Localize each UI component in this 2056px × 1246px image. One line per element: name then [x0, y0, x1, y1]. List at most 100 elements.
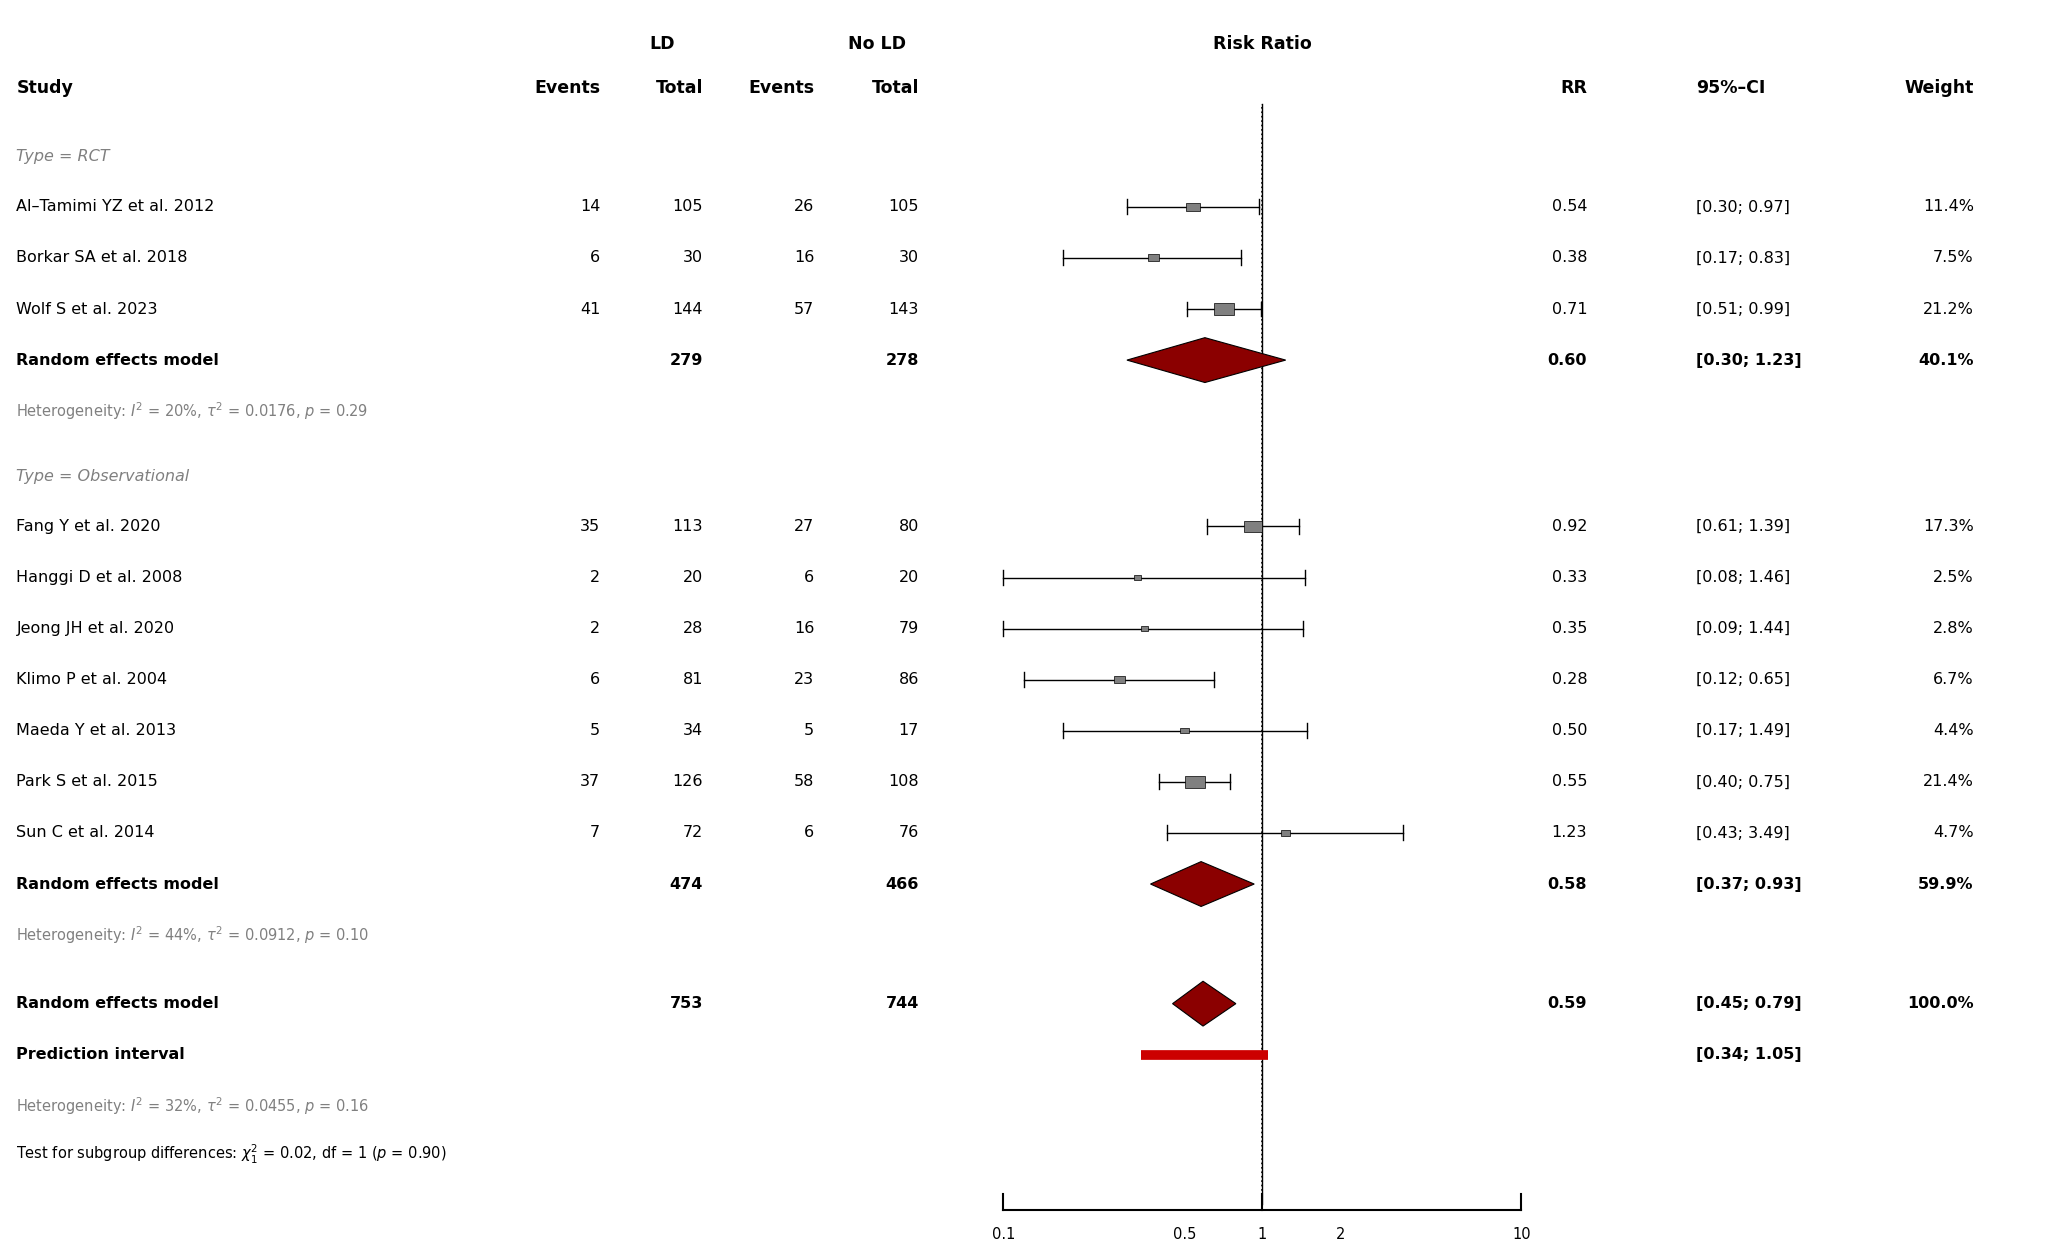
Polygon shape	[1127, 338, 1285, 383]
Text: Random effects model: Random effects model	[16, 876, 220, 892]
Text: 30: 30	[898, 250, 919, 265]
Text: 1.23: 1.23	[1552, 825, 1587, 841]
Text: Random effects model: Random effects model	[16, 353, 220, 368]
Text: 0.1: 0.1	[991, 1227, 1016, 1242]
Text: Park S et al. 2015: Park S et al. 2015	[16, 774, 158, 790]
Text: 10: 10	[1511, 1227, 1532, 1242]
Text: 0.28: 0.28	[1552, 672, 1587, 688]
Text: Heterogeneity: $I^2$ = 32%, $\tau^2$ = 0.0455, $p$ = 0.16: Heterogeneity: $I^2$ = 32%, $\tau^2$ = 0…	[16, 1095, 370, 1116]
Text: 20: 20	[898, 569, 919, 586]
Text: 105: 105	[888, 199, 919, 214]
Text: 86: 86	[898, 672, 919, 688]
Text: 40.1%: 40.1%	[1918, 353, 1974, 368]
Text: 17.3%: 17.3%	[1922, 518, 1974, 535]
Bar	[1244, 521, 1262, 532]
Text: 35: 35	[580, 518, 600, 535]
Text: 0.60: 0.60	[1548, 353, 1587, 368]
Text: Total: Total	[656, 80, 703, 97]
Text: 27: 27	[794, 518, 814, 535]
Text: 34: 34	[683, 723, 703, 739]
Text: 0.38: 0.38	[1552, 250, 1587, 265]
Text: [0.09; 1.44]: [0.09; 1.44]	[1696, 621, 1791, 637]
Bar	[1186, 203, 1201, 211]
Bar	[1114, 677, 1125, 683]
Text: Jeong JH et al. 2020: Jeong JH et al. 2020	[16, 621, 175, 637]
Text: Type = RCT: Type = RCT	[16, 150, 109, 164]
Text: 6: 6	[804, 825, 814, 841]
Text: Hanggi D et al. 2008: Hanggi D et al. 2008	[16, 569, 183, 586]
Text: 0.35: 0.35	[1552, 621, 1587, 637]
Text: [0.12; 0.65]: [0.12; 0.65]	[1696, 672, 1791, 688]
Text: [0.61; 1.39]: [0.61; 1.39]	[1696, 518, 1791, 535]
Text: 20: 20	[683, 569, 703, 586]
Text: Study: Study	[16, 80, 74, 97]
Text: 21.4%: 21.4%	[1922, 774, 1974, 790]
Text: 58: 58	[794, 774, 814, 790]
Text: 23: 23	[794, 672, 814, 688]
Text: 28: 28	[683, 621, 703, 637]
Text: 474: 474	[670, 876, 703, 892]
Text: [0.51; 0.99]: [0.51; 0.99]	[1696, 302, 1791, 316]
Text: 100.0%: 100.0%	[1908, 996, 1974, 1012]
Text: 6.7%: 6.7%	[1933, 672, 1974, 688]
Text: 59.9%: 59.9%	[1918, 876, 1974, 892]
Text: 80: 80	[898, 518, 919, 535]
Text: Al–Tamimi YZ et al. 2012: Al–Tamimi YZ et al. 2012	[16, 199, 214, 214]
Text: 0.54: 0.54	[1552, 199, 1587, 214]
Text: 2: 2	[1336, 1227, 1345, 1242]
Text: 7: 7	[590, 825, 600, 841]
Text: [0.37; 0.93]: [0.37; 0.93]	[1696, 876, 1801, 892]
Text: 0.59: 0.59	[1548, 996, 1587, 1012]
Text: [0.34; 1.05]: [0.34; 1.05]	[1696, 1047, 1801, 1063]
Text: No LD: No LD	[847, 35, 907, 52]
Text: 466: 466	[886, 876, 919, 892]
Text: 5: 5	[804, 723, 814, 739]
Text: 21.2%: 21.2%	[1922, 302, 1974, 316]
Text: 144: 144	[672, 302, 703, 316]
Text: 16: 16	[794, 250, 814, 265]
Text: 5: 5	[590, 723, 600, 739]
Text: 6: 6	[590, 672, 600, 688]
Text: 16: 16	[794, 621, 814, 637]
Bar	[1141, 627, 1147, 630]
Text: 113: 113	[672, 518, 703, 535]
Text: 17: 17	[898, 723, 919, 739]
Text: 37: 37	[580, 774, 600, 790]
Bar	[1186, 776, 1205, 787]
Text: Type = Observational: Type = Observational	[16, 468, 189, 485]
Text: [0.30; 1.23]: [0.30; 1.23]	[1696, 353, 1801, 368]
Text: 278: 278	[886, 353, 919, 368]
Text: Wolf S et al. 2023: Wolf S et al. 2023	[16, 302, 158, 316]
Text: 0.33: 0.33	[1552, 569, 1587, 586]
Text: 6: 6	[590, 250, 600, 265]
Text: 2: 2	[590, 621, 600, 637]
Text: Weight: Weight	[1904, 80, 1974, 97]
Text: 72: 72	[683, 825, 703, 841]
Text: 753: 753	[670, 996, 703, 1012]
Text: 0.55: 0.55	[1552, 774, 1587, 790]
Text: Events: Events	[535, 80, 600, 97]
Text: Random effects model: Random effects model	[16, 996, 220, 1012]
Text: 2: 2	[590, 569, 600, 586]
Text: Borkar SA et al. 2018: Borkar SA et al. 2018	[16, 250, 187, 265]
Text: 143: 143	[888, 302, 919, 316]
Text: 6: 6	[804, 569, 814, 586]
Text: 14: 14	[580, 199, 600, 214]
Text: 57: 57	[794, 302, 814, 316]
Text: Heterogeneity: $I^2$ = 20%, $\tau^2$ = 0.0176, $p$ = 0.29: Heterogeneity: $I^2$ = 20%, $\tau^2$ = 0…	[16, 400, 368, 422]
Text: [0.30; 0.97]: [0.30; 0.97]	[1696, 199, 1791, 214]
Bar	[1147, 254, 1160, 262]
Text: Risk Ratio: Risk Ratio	[1213, 35, 1312, 52]
Polygon shape	[1172, 982, 1236, 1027]
Text: Events: Events	[748, 80, 814, 97]
Text: 2.8%: 2.8%	[1933, 621, 1974, 637]
Text: 30: 30	[683, 250, 703, 265]
Text: LD: LD	[650, 35, 674, 52]
Text: Prediction interval: Prediction interval	[16, 1047, 185, 1063]
Text: 108: 108	[888, 774, 919, 790]
Text: [0.40; 0.75]: [0.40; 0.75]	[1696, 774, 1791, 790]
Text: 0.71: 0.71	[1552, 302, 1587, 316]
Text: Fang Y et al. 2020: Fang Y et al. 2020	[16, 518, 160, 535]
Text: 7.5%: 7.5%	[1933, 250, 1974, 265]
Text: Heterogeneity: $I^2$ = 44%, $\tau^2$ = 0.0912, $p$ = 0.10: Heterogeneity: $I^2$ = 44%, $\tau^2$ = 0…	[16, 925, 370, 946]
